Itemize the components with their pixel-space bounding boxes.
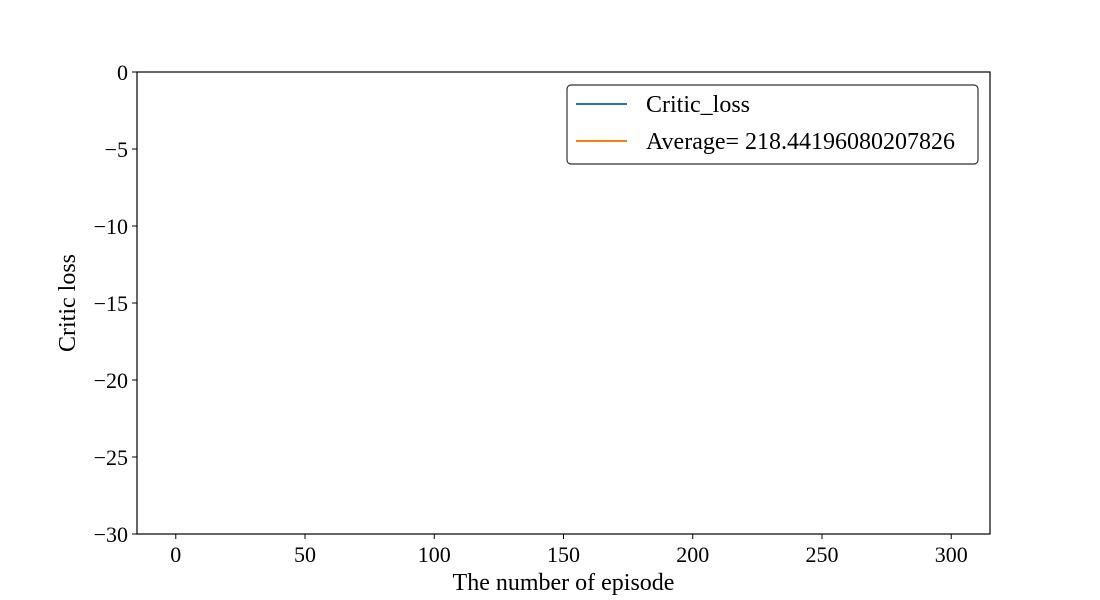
y-tick-label: −30 [94,522,128,547]
y-axis-label: Critic loss [55,254,81,352]
y-tick-label: 0 [117,60,128,85]
x-tick-label: 200 [676,542,709,567]
y-tick-label: −5 [105,137,128,162]
x-tick-label: 250 [805,542,838,567]
y-axis-ticks: 0 −5 −10 −15 −20 −25 −30 [94,60,137,547]
y-tick-label: −25 [94,445,128,470]
x-axis-label: The number of episode [453,570,675,596]
y-tick-label: −15 [94,291,128,316]
y-tick-label: −20 [94,368,128,393]
legend-label-critic-loss: Critic_loss [646,92,750,118]
x-tick-label: 50 [294,542,316,567]
legend-box [566,84,979,165]
legend-label-average: Average= 218.44196080207826 [646,129,955,155]
y-tick-label: −10 [94,214,128,239]
x-axis-ticks: 0 50 100 150 200 250 300 [170,534,968,567]
x-tick-label: 0 [170,542,181,567]
x-tick-label: 100 [418,542,451,567]
legend: Critic_loss Average= 218.44196080207826 [566,84,979,165]
x-tick-label: 300 [935,542,968,567]
x-tick-label: 150 [547,542,580,567]
